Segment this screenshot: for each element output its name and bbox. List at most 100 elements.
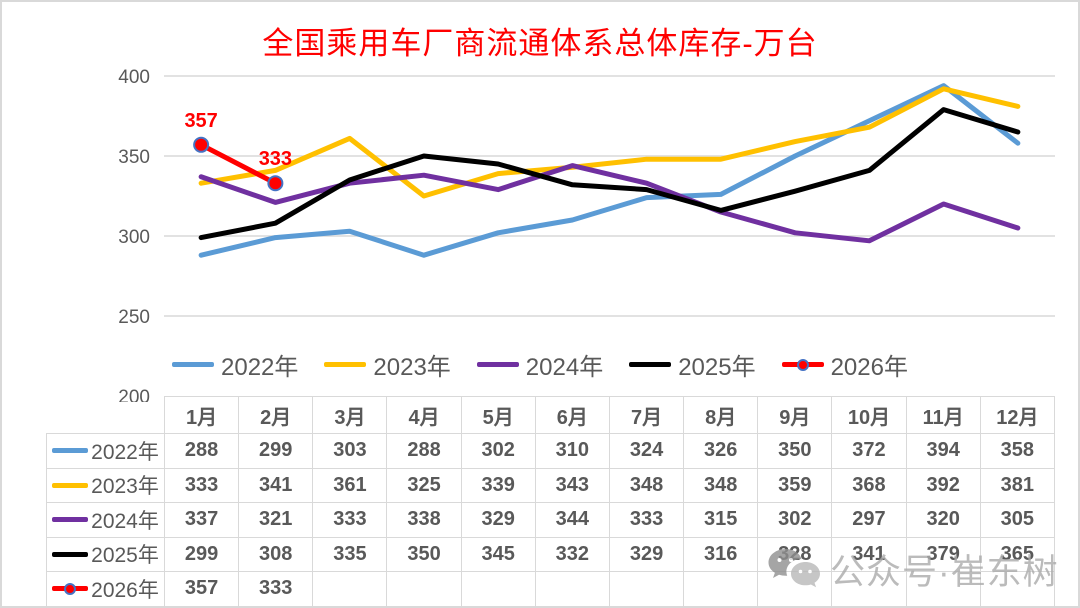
value-cell: 339 — [460, 467, 536, 503]
month-header: 11月 — [905, 396, 981, 434]
value-cell: 320 — [905, 502, 981, 538]
value-cell — [757, 571, 833, 606]
value-cell: 302 — [460, 433, 536, 469]
value-cell — [534, 571, 610, 606]
legend-swatch — [629, 362, 672, 367]
value-cell: 365 — [979, 536, 1056, 572]
row-label: 2025年 — [91, 544, 159, 568]
month-header: 1月 — [163, 396, 240, 434]
month-header: 6月 — [534, 396, 610, 434]
value-cell: 302 — [757, 502, 833, 538]
table-row: 2025年 299 308 335 350 345 332 329 316 328 341 379 36… — [46, 536, 1056, 572]
row-swatch — [52, 551, 89, 557]
value-cell: 329 — [460, 502, 536, 538]
y-axis-tick: 300 — [118, 227, 150, 248]
legend-item-2024年: 2024年 — [476, 347, 604, 382]
legend-label: 2025年 — [678, 354, 756, 381]
value-cell: 357 — [163, 571, 240, 606]
value-cell: 297 — [831, 502, 907, 538]
table-row: 2022年 288 299 303 288 302 310 324 326 350 372 394 35… — [46, 433, 1056, 469]
value-cell: 348 — [608, 467, 685, 503]
value-cell: 326 — [683, 433, 759, 469]
data-label: 333 — [259, 148, 292, 170]
month-header: 10月 — [831, 396, 907, 434]
legend-swatch — [476, 362, 519, 367]
value-cell: 358 — [979, 433, 1056, 469]
row-swatch — [52, 448, 89, 454]
value-cell: 332 — [534, 536, 610, 572]
value-cell: 329 — [608, 536, 685, 572]
series-line-2022年 — [198, 83, 1021, 258]
month-header: 12月 — [979, 396, 1056, 434]
value-cell: 321 — [238, 502, 314, 538]
value-cell — [386, 571, 462, 606]
y-axis-tick: 400 — [118, 67, 150, 88]
legend-item-2023年: 2023年 — [324, 347, 451, 382]
value-cell: 379 — [905, 536, 981, 572]
month-header: 8月 — [683, 396, 759, 434]
series-marker — [267, 175, 284, 192]
row-marker-dot — [64, 582, 77, 595]
month-header: 9月 — [757, 396, 833, 434]
value-cell: 328 — [757, 536, 833, 572]
value-cell: 303 — [312, 433, 388, 469]
series-line-2025年 — [198, 107, 1021, 241]
value-cell: 361 — [312, 467, 388, 503]
row-label: 2023年 — [91, 475, 159, 499]
table-row: 2024年 337 321 333 338 329 344 333 315 302 297 320 30… — [46, 502, 1056, 538]
value-cell: 343 — [534, 467, 610, 503]
value-cell — [831, 571, 907, 606]
legend-swatch — [172, 362, 215, 367]
line-chart-plot: 400 350 300 250 200 357 333 — [118, 67, 1055, 402]
value-cell: 350 — [386, 536, 462, 572]
value-cell: 288 — [386, 433, 462, 469]
value-cell: 288 — [163, 433, 240, 469]
inventory-data-table: 1月 2月 3月 4月 5月 6月 7月 8月 9月 10月 11月 12月 2022年 288 299 30… — [46, 396, 1056, 606]
value-cell — [460, 571, 536, 606]
value-cell: 333 — [312, 502, 388, 538]
month-header: 7月 — [608, 396, 685, 434]
row-swatch — [52, 482, 89, 488]
row-swatch — [52, 582, 89, 595]
value-cell: 305 — [979, 502, 1056, 538]
value-cell — [312, 571, 388, 606]
legend-label: 2023年 — [373, 354, 451, 381]
legend-marker-dot — [796, 358, 809, 371]
value-cell: 324 — [608, 433, 685, 469]
value-cell: 341 — [831, 536, 907, 572]
row-label-cell: 2024年 — [46, 502, 165, 538]
table-corner-spacer — [47, 397, 165, 434]
month-header: 3月 — [312, 396, 388, 434]
value-cell: 368 — [831, 467, 907, 503]
month-header: 5月 — [460, 396, 536, 434]
value-cell: 392 — [905, 467, 981, 503]
legend-item-2026年: 2026年 — [781, 347, 908, 382]
value-cell: 338 — [386, 502, 462, 538]
y-axis-tick: 350 — [118, 147, 150, 168]
value-cell: 325 — [386, 467, 462, 503]
value-cell — [683, 571, 759, 606]
value-cell: 337 — [163, 502, 240, 538]
value-cell — [905, 571, 981, 606]
value-cell: 345 — [460, 536, 536, 572]
month-header: 4月 — [386, 396, 462, 434]
row-label-cell: 2026年 — [46, 571, 165, 606]
month-header: 2月 — [238, 396, 314, 434]
value-cell: 310 — [534, 433, 610, 469]
value-cell: 333 — [163, 467, 240, 503]
value-cell: 348 — [683, 467, 759, 503]
legend-label: 2026年 — [830, 354, 908, 381]
legend-item-2025年: 2025年 — [629, 347, 756, 382]
value-cell: 299 — [163, 536, 240, 572]
chart-legend: 2022年 2023年 2024年 2025年 2026年 — [2, 347, 1078, 382]
value-cell: 341 — [238, 467, 314, 503]
row-label: 2022年 — [91, 440, 159, 464]
legend-label: 2024年 — [525, 354, 604, 381]
data-label: 357 — [184, 110, 217, 132]
value-cell: 316 — [683, 536, 759, 572]
series-marker — [193, 136, 210, 153]
value-cell — [979, 571, 1056, 606]
value-cell: 381 — [979, 467, 1056, 503]
row-label: 2026年 — [91, 578, 159, 602]
